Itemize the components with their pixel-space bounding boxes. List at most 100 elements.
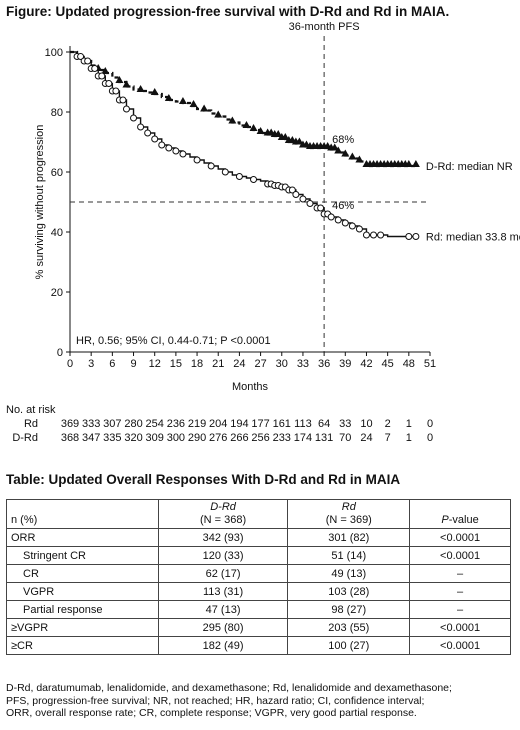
risk-count: 2 [384, 418, 391, 430]
censor-marker [165, 144, 173, 152]
row-label: CR [6, 564, 159, 583]
censor-marker [306, 200, 314, 207]
y-tick-label: 0 [57, 347, 63, 359]
risk-header: No. at risk [6, 404, 56, 416]
x-tick-label: 3 [88, 358, 94, 370]
risk-count: 368 [60, 432, 80, 444]
row-label: Partial response [6, 600, 159, 619]
censor-marker [136, 85, 145, 92]
censor-marker [348, 152, 357, 160]
figure-title: Figure: Updated progression-free surviva… [6, 4, 450, 19]
cell-drd: 113 (31) [157, 582, 289, 601]
risk-count: 320 [124, 432, 143, 444]
censor-marker [151, 135, 159, 143]
censor-marker [341, 149, 350, 157]
series-line [70, 51, 416, 238]
y-tick-label: 40 [51, 227, 63, 239]
cell-rd: 103 (28) [287, 582, 411, 601]
cell-drd: 62 (17) [157, 564, 289, 583]
censor-marker [122, 105, 130, 113]
cell-rd: 203 (55) [287, 618, 411, 637]
x-tick-label: 6 [109, 358, 115, 370]
footnote-line: D-Rd, daratumumab, lenalidomide, and dex… [6, 682, 452, 694]
table-row: Partial response 47 (13) 98 (27) – [6, 600, 511, 619]
censor-marker [178, 97, 187, 104]
risk-count: 0 [426, 432, 434, 444]
risk-count: 309 [145, 432, 164, 444]
x-tick-label: 9 [130, 358, 136, 370]
censor-marker [179, 150, 187, 158]
censor-marker [377, 231, 385, 239]
risk-count: 347 [81, 432, 101, 444]
x-tick-label: 42 [360, 358, 372, 370]
censor-marker [370, 231, 378, 239]
risk-row-label: D-Rd [12, 432, 38, 444]
x-tick-label: 27 [254, 358, 266, 370]
censor-marker [150, 88, 159, 95]
risk-count: 290 [187, 432, 207, 444]
row-label: ≥VGPR [6, 618, 159, 637]
cell-p-value: <0.0001 [409, 546, 511, 565]
censor-marker [334, 216, 342, 224]
censor-marker [256, 127, 265, 134]
footnote: D-Rd, daratumumab, lenalidomide, and dex… [6, 682, 516, 720]
header-n-percent: n (%) [6, 499, 159, 529]
risk-row: Rd 369 333 307 280 254 236 219 204 194 177 161 113 64… [6, 418, 476, 432]
risk-count: 233 [272, 432, 291, 444]
table-row: ORR 342 (93) 301 (82) <0.0001 [6, 528, 511, 547]
response-table: n (%) D-Rd (N = 368) Rd (N = 369) P-valu… [6, 499, 511, 655]
censor-marker [77, 53, 85, 60]
cell-rd: 100 (27) [287, 636, 411, 655]
row-label: Stringent CR [6, 546, 159, 565]
risk-count: 1 [405, 432, 412, 444]
risk-count: 254 [145, 418, 164, 430]
censor-marker [130, 114, 138, 122]
header-rd-n: (N = 369) [325, 514, 372, 526]
x-tick-label: 24 [233, 358, 245, 370]
risk-count: 256 [251, 432, 270, 444]
risk-count: 174 [293, 432, 313, 444]
risk-count: 236 [166, 418, 186, 430]
risk-count: 24 [360, 432, 373, 444]
table-header-row: n (%) D-Rd (N = 368) Rd (N = 369) P-valu… [6, 499, 511, 529]
cell-drd: 47 (13) [157, 600, 289, 619]
risk-count: 276 [209, 432, 228, 444]
cell-drd: 342 (93) [157, 528, 289, 547]
header-drd-n: (N = 368) [199, 514, 247, 526]
x-axis-label: Months [232, 381, 269, 393]
x-tick-label: 51 [424, 358, 436, 370]
risk-count: 70 [339, 432, 352, 444]
censor-marker [137, 123, 145, 131]
censor-marker [281, 133, 290, 140]
risk-count: 7 [384, 432, 391, 444]
annotation-label: 68% [332, 134, 354, 146]
cell-p-value: – [409, 600, 511, 619]
censor-marker [405, 233, 413, 240]
table-title: Table: Updated Overall Responses With D-… [6, 472, 401, 487]
cell-drd: 182 (49) [157, 636, 289, 655]
footnote-line: PFS, progression-free survival; NR, not … [6, 694, 425, 707]
censor-marker [249, 124, 258, 131]
censor-marker [334, 146, 343, 154]
censor-marker [295, 137, 304, 145]
km-plot: 0 3 6 9 12 15 18 21 24 27 30 33 36 39 42 45 48 5102040608… [34, 21, 520, 393]
header-rd: Rd (N = 369) [287, 499, 411, 529]
censor-marker [274, 130, 283, 137]
y-tick-label: 80 [51, 107, 63, 119]
header-rd-name: Rd [341, 501, 356, 513]
censor-marker [105, 80, 113, 87]
censor-marker [299, 195, 307, 203]
table-row: ≥VGPR 295 (80) 203 (55) <0.0001 [6, 618, 511, 637]
censor-marker [144, 129, 152, 137]
cell-rd: 98 (27) [287, 600, 411, 619]
risk-count: 307 [103, 418, 122, 430]
header-p-value: P-value [409, 499, 511, 529]
table-row: ≥CR 182 (49) 100 (27) <0.0001 [6, 636, 511, 655]
risk-row-label: Rd [23, 418, 38, 430]
censor-marker [327, 213, 335, 221]
footnote-line: ORR, overall response rate; CR, complete… [6, 707, 417, 719]
x-tick-label: 33 [297, 358, 309, 370]
censor-marker [355, 225, 363, 233]
censor-marker [119, 96, 127, 104]
row-label: ORR [6, 528, 159, 547]
